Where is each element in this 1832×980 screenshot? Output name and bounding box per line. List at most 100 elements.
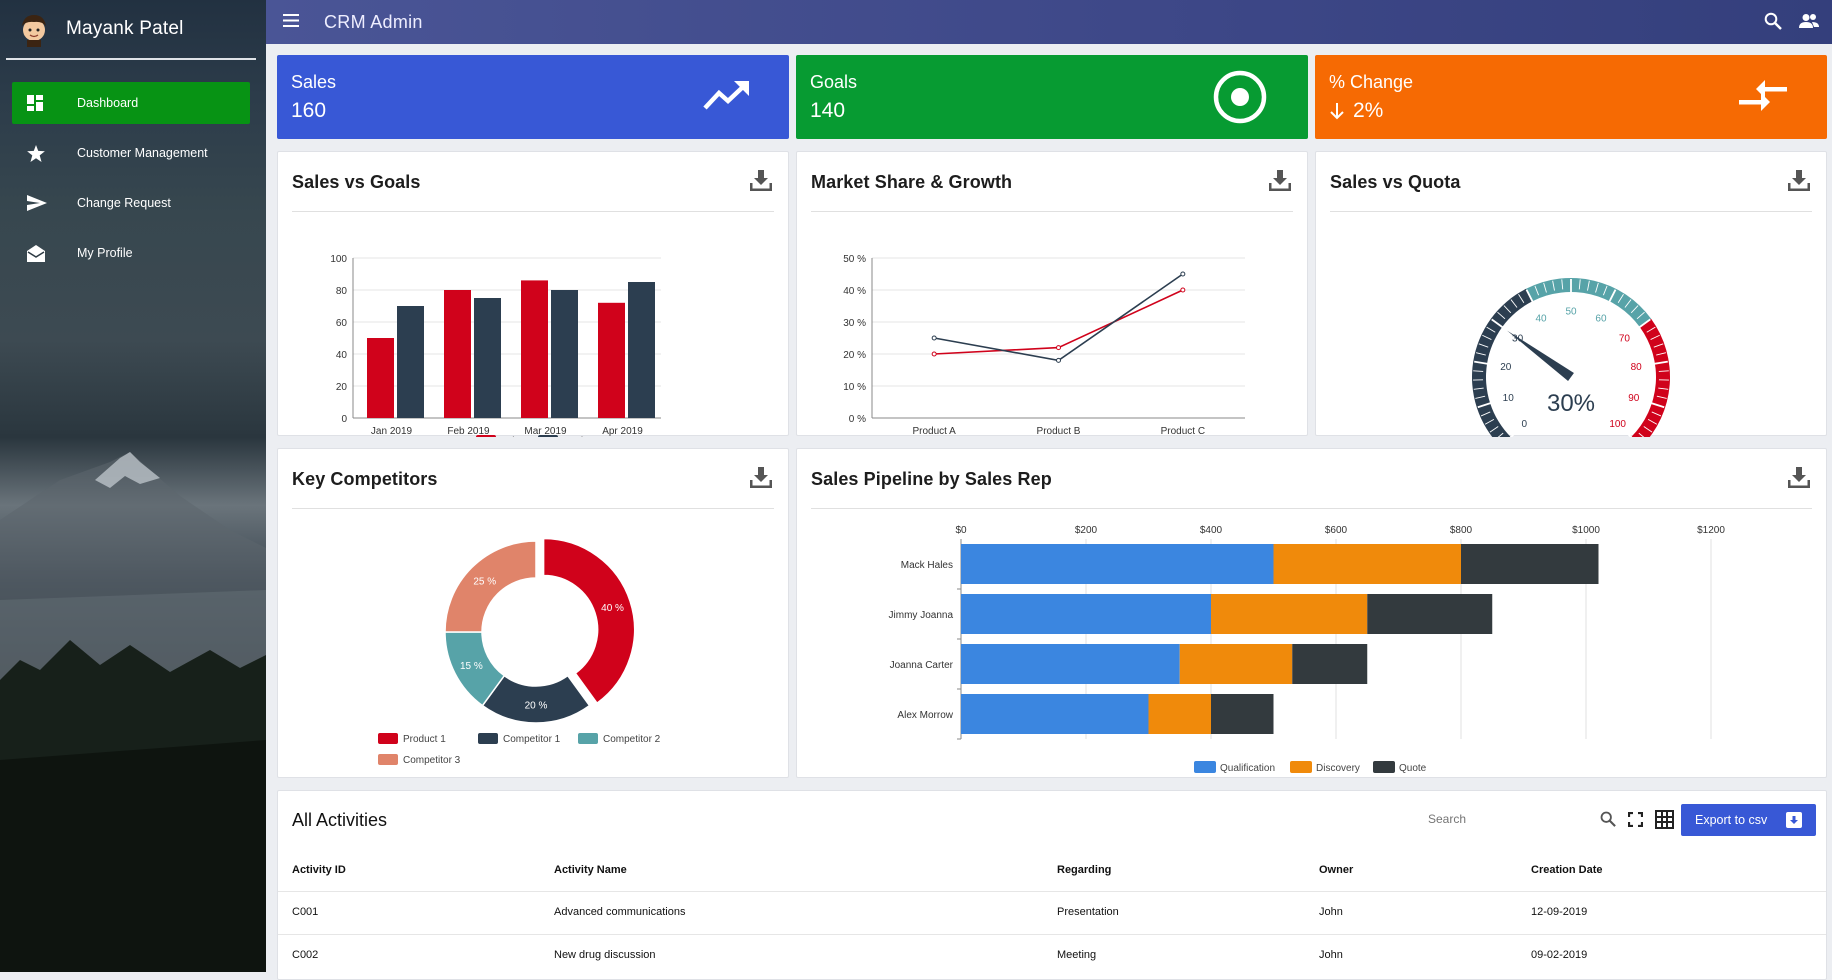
table-cell: Advanced communications bbox=[554, 906, 685, 918]
legend-label: Competitor 3 bbox=[403, 755, 461, 766]
app-title: CRM Admin bbox=[324, 12, 423, 33]
gauge-tick bbox=[1473, 371, 1483, 372]
y-tick-label: 80 bbox=[336, 286, 348, 297]
bar-sales bbox=[521, 280, 548, 418]
row-divider bbox=[278, 891, 1826, 892]
star-icon bbox=[27, 145, 45, 162]
arrow-down-icon bbox=[1329, 102, 1345, 120]
search-icon[interactable] bbox=[1764, 12, 1782, 30]
x-tick-label: $400 bbox=[1200, 525, 1223, 536]
x-tick-label: $200 bbox=[1075, 525, 1098, 536]
row-divider bbox=[278, 934, 1826, 935]
gauge-needle bbox=[1507, 331, 1574, 381]
gauge-band bbox=[1631, 319, 1670, 437]
bar-quote bbox=[1292, 644, 1367, 684]
bar-quote bbox=[1211, 694, 1274, 734]
x-tick-label: Product A bbox=[912, 426, 956, 437]
y-tick-label: 40 % bbox=[843, 286, 866, 297]
y-tick-label: 0 % bbox=[849, 414, 866, 425]
trending-up-icon bbox=[703, 81, 749, 111]
download-icon[interactable] bbox=[1269, 169, 1291, 191]
column-header[interactable]: Regarding bbox=[1057, 864, 1111, 876]
card-sales-pipeline: Sales Pipeline by Sales Rep $0$200$400$6… bbox=[796, 448, 1827, 778]
slice-label: 20 % bbox=[525, 701, 548, 712]
grid-view-icon[interactable] bbox=[1655, 810, 1674, 829]
legend-swatch bbox=[478, 733, 498, 744]
y-tick-label: 40 bbox=[336, 350, 348, 361]
x-tick-label: Product B bbox=[1037, 426, 1081, 437]
download-icon[interactable] bbox=[1788, 466, 1810, 488]
fullscreen-icon[interactable] bbox=[1628, 812, 1643, 827]
gauge-tick-label: 100 bbox=[1609, 419, 1626, 430]
sidebar: Mayank Patel Dashboard Customer Manageme… bbox=[0, 0, 266, 972]
download-icon[interactable] bbox=[750, 466, 772, 488]
avatar[interactable] bbox=[16, 11, 52, 47]
export-button-label: Export to csv bbox=[1695, 813, 1767, 827]
table-cell: 09-02-2019 bbox=[1531, 949, 1587, 961]
card-sales-vs-quota: Sales vs Quota 010203040506070809010030% bbox=[1315, 151, 1827, 436]
y-tick-label: 60 bbox=[336, 318, 348, 329]
y-tick-label: Alex Morrow bbox=[897, 710, 953, 721]
bar-goals bbox=[628, 282, 655, 418]
search-icon[interactable] bbox=[1600, 811, 1616, 827]
target-icon bbox=[1212, 69, 1268, 125]
download-icon[interactable] bbox=[1788, 169, 1810, 191]
activities-table-card: All Activities Export to csv bbox=[277, 790, 1827, 980]
quota-gauge: 010203040506070809010030% bbox=[1316, 212, 1826, 437]
column-header[interactable]: Owner bbox=[1319, 864, 1353, 876]
table-search-input[interactable] bbox=[1428, 805, 1568, 833]
legend-label: Discovery bbox=[1316, 763, 1360, 774]
legend-label: Qualification bbox=[1220, 763, 1275, 774]
top-app-bar: CRM Admin bbox=[266, 0, 1832, 44]
sidebar-item-dashboard[interactable]: Dashboard bbox=[12, 82, 250, 124]
bar-sales bbox=[367, 338, 394, 418]
slice-label: 40 % bbox=[601, 603, 624, 614]
y-tick-label: Joanna Carter bbox=[890, 660, 954, 671]
card-title: Sales Pipeline by Sales Rep bbox=[811, 469, 1052, 490]
sidebar-item-customer-management[interactable]: Customer Management bbox=[12, 132, 250, 174]
legend-swatch bbox=[378, 733, 398, 744]
data-point bbox=[932, 352, 936, 356]
pie-slice bbox=[544, 539, 635, 704]
send-icon bbox=[27, 195, 47, 211]
gauge-tick-label: 60 bbox=[1595, 314, 1607, 325]
gauge-tick-label: 50 bbox=[1565, 307, 1577, 318]
bar-discovery bbox=[1274, 544, 1462, 584]
x-tick-label: $1000 bbox=[1572, 525, 1600, 536]
dashboard-icon bbox=[27, 95, 43, 111]
group-add-icon[interactable] bbox=[1798, 13, 1820, 29]
gauge-tick-label: 80 bbox=[1631, 362, 1643, 373]
card-title: Market Share & Growth bbox=[811, 172, 1012, 193]
mail-open-icon bbox=[27, 245, 45, 262]
sidebar-item-my-profile[interactable]: My Profile bbox=[12, 232, 250, 274]
bar-sales bbox=[444, 290, 471, 418]
export-csv-button[interactable]: Export to csv bbox=[1681, 804, 1816, 836]
menu-icon[interactable] bbox=[283, 14, 299, 27]
sidebar-header: Mayank Patel bbox=[6, 0, 256, 60]
gauge-value: 30% bbox=[1547, 390, 1595, 417]
sidebar-item-label: Customer Management bbox=[77, 146, 208, 160]
y-tick-label: Mack Hales bbox=[901, 560, 953, 571]
legend-label: Competitor 2 bbox=[603, 734, 661, 745]
data-point bbox=[932, 336, 936, 340]
column-header[interactable]: Activity Name bbox=[554, 864, 627, 876]
legend-swatch bbox=[1194, 761, 1216, 773]
column-header[interactable]: Activity ID bbox=[292, 864, 346, 876]
bar-quote bbox=[1367, 594, 1492, 634]
x-tick-label: $0 bbox=[955, 525, 967, 536]
slice-label: 15 % bbox=[460, 661, 483, 672]
legend-swatch bbox=[1290, 761, 1312, 773]
legend-label: Competitor 1 bbox=[503, 734, 561, 745]
card-title: Key Competitors bbox=[292, 469, 438, 490]
table-title: All Activities bbox=[292, 810, 387, 831]
x-tick-label: $800 bbox=[1450, 525, 1473, 536]
bar-discovery bbox=[1211, 594, 1367, 634]
gauge-tick-label: 90 bbox=[1628, 393, 1640, 404]
kpi-value: 2% bbox=[1353, 99, 1383, 123]
download-icon[interactable] bbox=[750, 169, 772, 191]
column-header[interactable]: Creation Date bbox=[1531, 864, 1603, 876]
archive-icon bbox=[1786, 812, 1802, 828]
sidebar-item-change-request[interactable]: Change Request bbox=[12, 182, 250, 224]
user-name: Mayank Patel bbox=[66, 18, 184, 40]
